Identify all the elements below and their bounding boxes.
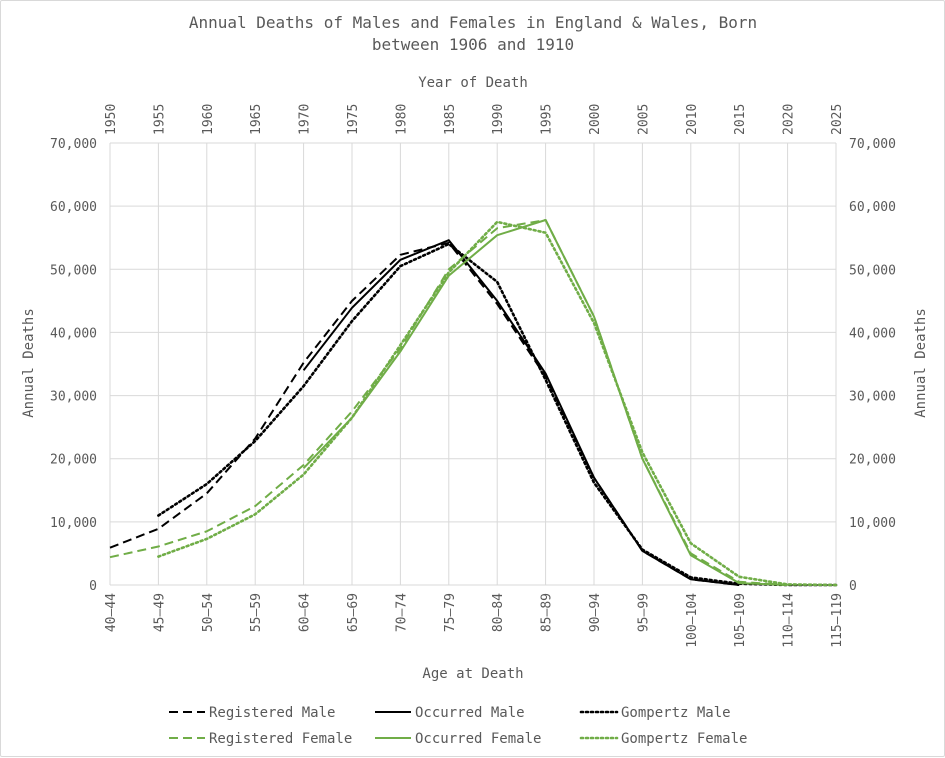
y2-tick-label: 70,000 [849, 137, 896, 152]
y-tick-label: 70,000 [50, 137, 97, 152]
x-tick-label: 60–64 [298, 593, 313, 632]
top-axis-year-label: 1995 [540, 104, 555, 135]
chart-title: Annual Deaths of Males and Females in En… [189, 13, 757, 32]
x-tick-label: 85–89 [540, 593, 555, 632]
x-tick-label: 90–94 [588, 593, 603, 632]
series-line-occurred-female [302, 219, 788, 586]
top-axis-year-label: 2025 [830, 104, 845, 135]
x-tick-label: 40–44 [104, 593, 119, 632]
x-tick-label: 70–74 [394, 593, 409, 632]
y2-tick-label: 30,000 [849, 390, 896, 405]
y-axis-title: Annual Deaths [21, 308, 37, 418]
y-tick-label: 10,000 [50, 516, 97, 531]
top-axis-year-label: 2000 [588, 104, 603, 135]
top-axis-year-label: 1980 [394, 104, 409, 135]
axes: 0 0 10,000 10,000 20,000 20,000 30,000 30,000 40… [50, 104, 896, 648]
top-axis-year-label: 1990 [491, 104, 506, 135]
chart-title-line2: between 1906 and 1910 [372, 35, 574, 54]
x-tick-label: 115–119 [830, 593, 845, 648]
legend-label: Registered Female [209, 731, 352, 747]
y2-tick-label: 50,000 [849, 263, 896, 278]
legend-label: Registered Male [209, 705, 335, 721]
x-tick-label: 110–114 [782, 593, 797, 648]
y-tick-label: 60,000 [50, 200, 97, 215]
top-axis-year-label: 1965 [249, 104, 264, 135]
legend-label: Gompertz Male [621, 705, 731, 721]
y-tick-label: 20,000 [50, 453, 97, 468]
series-line-gompertz-female [157, 220, 838, 587]
x-tick-label: 75–79 [443, 593, 458, 632]
top-axis-year-label: 1985 [443, 104, 458, 135]
y2-tick-label: 20,000 [849, 453, 896, 468]
grid [109, 142, 837, 586]
top-axis-year-label: 2020 [782, 104, 797, 135]
x-tick-label: 105–109 [733, 593, 748, 648]
x-tick-label: 65–69 [346, 593, 361, 632]
top-axis-year-label: 1970 [298, 104, 313, 135]
y-tick-label: 30,000 [50, 390, 97, 405]
top-axis-year-label: 1960 [201, 104, 216, 135]
legend: Registered Male Occurred Male Gompertz Mal… [169, 705, 747, 747]
top-axis-year-label: 2015 [733, 104, 748, 135]
y-tick-label: 40,000 [50, 326, 97, 341]
x-axis-title: Age at Death [422, 666, 523, 682]
x-tick-label: 45–49 [152, 593, 167, 632]
x-tick-label: 95–99 [636, 593, 651, 632]
top-axis-year-label: 1950 [104, 104, 119, 135]
y-tick-label: 50,000 [50, 263, 97, 278]
series-line-registered-male [109, 241, 740, 586]
top-axis-title: Year of Death [418, 75, 528, 91]
series-line-gompertz-male [157, 242, 838, 587]
y2-tick-label: 0 [849, 579, 857, 594]
top-axis-year-label: 1955 [152, 104, 167, 135]
x-tick-label: 55–59 [249, 593, 264, 632]
legend-label: Occurred Male [415, 705, 525, 721]
top-axis-year-label: 2005 [636, 104, 651, 135]
y2-tick-label: 60,000 [849, 200, 896, 215]
series-line-occurred-male [302, 239, 740, 586]
legend-label: Gompertz Female [621, 731, 747, 747]
top-axis-year-label: 2010 [685, 104, 700, 135]
x-tick-label: 80–84 [491, 593, 506, 632]
series-lines [109, 219, 838, 587]
legend-label: Occurred Female [415, 731, 541, 747]
y2-axis-title: Annual Deaths [913, 308, 929, 418]
y-tick-label: 0 [89, 579, 97, 594]
top-axis-year-label: 1975 [346, 104, 361, 135]
y2-tick-label: 10,000 [849, 516, 896, 531]
x-tick-label: 100–104 [685, 593, 700, 648]
y2-tick-label: 40,000 [849, 326, 896, 341]
x-tick-label: 50–54 [201, 593, 216, 632]
